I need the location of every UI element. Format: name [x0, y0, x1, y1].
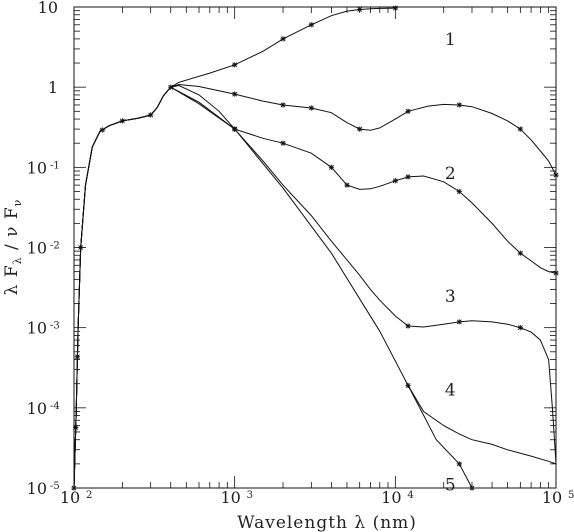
- x-tick-exponent: 5: [568, 490, 574, 501]
- y-tick-label: 10: [27, 319, 47, 338]
- y-axis-title-part: λ F: [2, 264, 22, 295]
- y-axis-title-sub: λ: [11, 256, 24, 264]
- axis-ticks: [73, 6, 557, 489]
- series-4-marker: [456, 319, 462, 325]
- common-marker: [71, 485, 77, 491]
- x-tick-exponent: 2: [86, 490, 92, 501]
- series-3-marker: [344, 182, 350, 188]
- series-3-marker: [392, 178, 398, 184]
- x-tick-label: 10: [220, 488, 240, 507]
- x-tick-label: 10: [542, 488, 562, 507]
- x-tick-exponent: 3: [247, 490, 253, 501]
- curve-label-5: 5: [445, 476, 456, 496]
- y-tick-label: 10: [27, 239, 47, 258]
- series-lines: [73, 7, 557, 489]
- series-3-marker: [456, 188, 462, 195]
- series-5-marker: [232, 126, 238, 132]
- series-3-marker: [328, 164, 334, 170]
- plot-frame: [73, 6, 557, 489]
- curve-label-4: 4: [445, 380, 456, 400]
- series-1-marker: [392, 5, 398, 11]
- y-tick-label: 10: [27, 158, 47, 177]
- y-axis-title: λ Fλ / ν Fν: [2, 199, 24, 296]
- series-2-marker: [308, 105, 314, 111]
- series-5-marker: [456, 461, 462, 467]
- y-axis-title-sub: ν: [11, 199, 24, 207]
- series-line-2: [73, 83, 557, 489]
- y-tick-label: 10: [27, 399, 47, 418]
- series-2-marker: [232, 91, 238, 97]
- curve-label-3: 3: [445, 287, 456, 307]
- y-tick-exponent: -1: [50, 160, 60, 171]
- curve-label-1: 1: [445, 30, 456, 50]
- series-2-marker: [405, 108, 411, 114]
- series-3-marker: [517, 250, 523, 256]
- common-marker: [99, 127, 105, 133]
- series-line-3: [73, 84, 557, 489]
- series-1-marker: [232, 62, 238, 68]
- series-line-5: [73, 86, 473, 489]
- curve-label-2: 2: [445, 164, 456, 184]
- curve-labels: 1 2 3 4 5: [445, 30, 456, 496]
- y-tick-label: 10: [27, 479, 47, 498]
- x-tick-exponent: 4: [407, 490, 413, 501]
- common-marker: [74, 354, 81, 360]
- series-2-marker: [517, 126, 523, 132]
- series-5-marker: [469, 485, 475, 491]
- y-tick-exponent: -4: [50, 401, 60, 412]
- y-tick-exponent: -2: [50, 241, 60, 252]
- x-tick-label: 10: [381, 488, 401, 507]
- common-marker: [73, 424, 79, 431]
- series-2-marker: [553, 172, 559, 178]
- common-marker: [78, 244, 84, 251]
- common-marker: [168, 84, 174, 90]
- y-axis-title-part: / ν F: [2, 206, 22, 256]
- series-line-4: [73, 86, 557, 489]
- series-markers: [71, 5, 559, 491]
- series-5-marker: [405, 382, 411, 389]
- series-4-marker: [405, 323, 411, 329]
- series-3-marker: [280, 140, 286, 146]
- plot-border: [73, 6, 557, 489]
- series-3-marker: [405, 174, 411, 180]
- x-axis-title: Wavelength λ (nm): [237, 513, 417, 532]
- series-2-marker: [456, 102, 462, 108]
- series-3-marker: [553, 270, 559, 276]
- common-marker: [148, 112, 154, 118]
- series-1-marker: [308, 22, 314, 28]
- x-tick-label: 10: [60, 488, 80, 507]
- series-line-1: [73, 7, 396, 489]
- y-tick-exponent: -5: [50, 481, 60, 492]
- series-2-marker: [280, 102, 286, 108]
- series-1-marker: [357, 6, 363, 13]
- common-marker: [119, 118, 125, 124]
- y-tick-label: 10: [38, 0, 58, 17]
- y-tick-label: 1: [48, 78, 58, 97]
- series-4-marker: [517, 325, 523, 331]
- y-tick-exponent: -3: [50, 321, 60, 332]
- series-1-marker: [280, 36, 286, 42]
- series-2-marker: [357, 126, 363, 132]
